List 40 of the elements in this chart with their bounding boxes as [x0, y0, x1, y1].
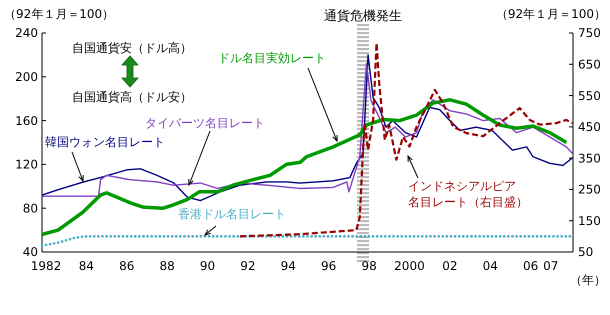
text: タイバーツ名目レート — [145, 116, 265, 130]
text: 韓国ウォン名目レート — [45, 135, 165, 149]
x-tick-label: 94 — [280, 259, 296, 273]
x-tick-label: 86 — [119, 259, 134, 273]
y2-tick-label: 50 — [578, 245, 594, 260]
annotation: 自国通貨安（ドル高） — [72, 41, 192, 55]
x-tick-label: 04 — [482, 259, 498, 273]
y2-tick-label: 450 — [578, 120, 601, 134]
text: ドル名目実効レート — [218, 51, 326, 65]
series-label: 香港ドル名目レート — [178, 207, 286, 221]
x-tick-label: 84 — [78, 259, 94, 273]
x-tick-label: 96 — [321, 259, 336, 273]
y-axis-title: （92年１月＝100） — [4, 7, 114, 21]
y2-tick-label: 150 — [578, 214, 601, 228]
band-label: 通貨危機発生 — [324, 9, 402, 24]
line-series — [40, 235, 574, 248]
y-tick-label: 40 — [22, 245, 38, 260]
y-tick-label: 80 — [22, 201, 38, 216]
y-tick-label: 160 — [15, 114, 38, 128]
x-tick-label: 2000 — [394, 259, 425, 273]
x-tick-label: 06 — [522, 259, 538, 273]
y-tick-label: 240 — [15, 26, 38, 40]
x-tick-label: 88 — [160, 259, 175, 273]
series-label: インドネシアルピア名目レート（右目盛） — [408, 179, 528, 209]
x-axis-title: （年） — [570, 273, 606, 287]
x-tick-label: 1982 — [30, 259, 62, 273]
y2-tick-label: 550 — [578, 88, 601, 103]
y2-tick-label: 650 — [578, 57, 601, 72]
y2-tick-label: 750 — [578, 26, 601, 40]
y2-tick-label: 250 — [578, 182, 601, 197]
annotation: 自国通貨高（ドル安） — [72, 90, 192, 104]
x-tick-label: 07 — [543, 259, 558, 273]
x-tick-label: 90 — [200, 259, 216, 273]
x-tick-label: 92 — [240, 259, 256, 273]
y2-axis-title: （92年１月＝100） — [496, 7, 606, 21]
x-tick-label: 98 — [361, 259, 377, 273]
x-tick-label: 02 — [442, 259, 458, 273]
y-tick-label: 120 — [15, 158, 38, 172]
y-tick-label: 200 — [15, 70, 38, 84]
y2-tick-label: 350 — [578, 151, 601, 166]
